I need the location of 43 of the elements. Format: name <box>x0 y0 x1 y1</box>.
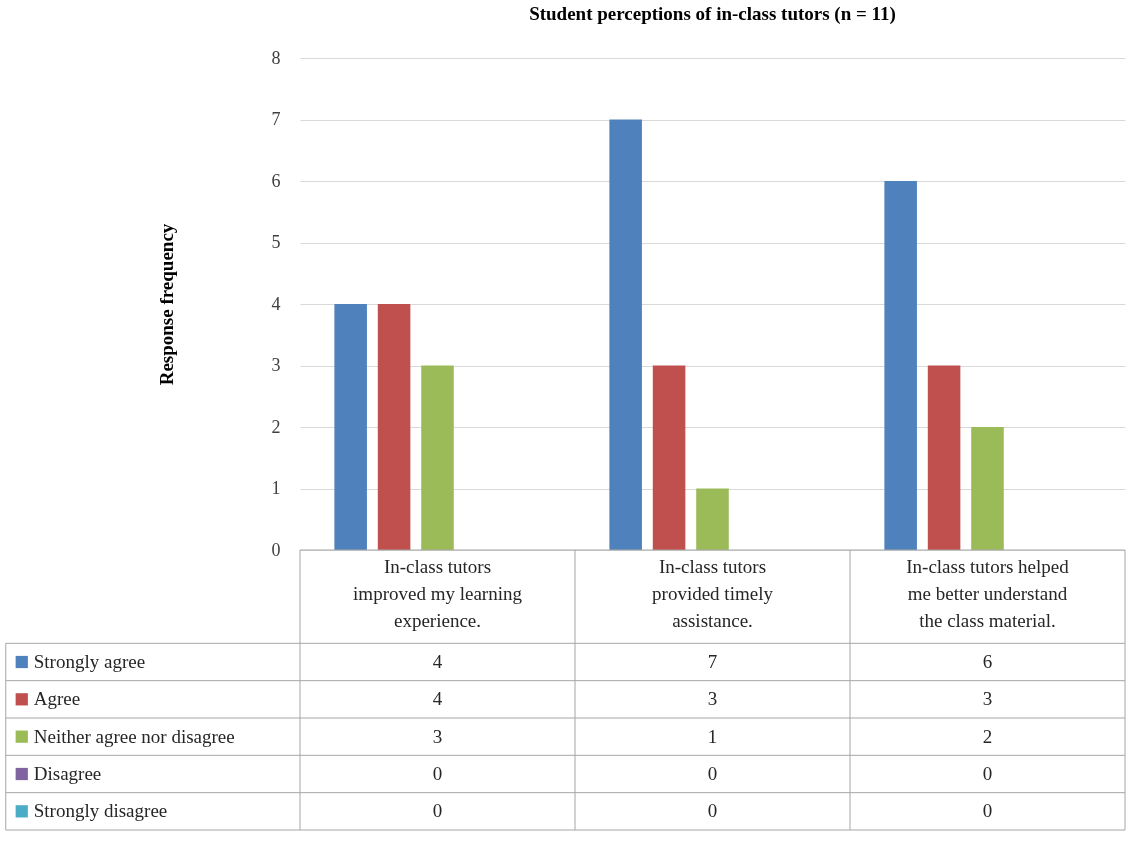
x-tick-label: In-class tutors helped me better understand the class material. <box>906 556 1070 631</box>
data-label: 0 <box>982 763 993 784</box>
bar <box>421 365 454 550</box>
y-tick-label: 7 <box>271 109 281 129</box>
y-tick-label: 6 <box>271 170 281 191</box>
data-label: 0 <box>432 763 443 784</box>
legend-label: Neither agree nor disagree <box>33 725 235 747</box>
bar <box>884 181 917 550</box>
y-tick-label: 0 <box>271 539 281 560</box>
bar <box>696 488 729 550</box>
x-tick-label: In-class tutors provided timely assistance. <box>652 556 774 631</box>
y-tick-label: 5 <box>271 232 281 252</box>
y-tick-label: 3 <box>271 355 281 375</box>
data-label: 3 <box>432 725 443 747</box>
x-tick-label: In-class tutors improved my learning experience. <box>353 556 523 631</box>
y-axis-title: Response frequency <box>155 223 177 386</box>
data-label: 0 <box>707 763 718 784</box>
legend-label: Strongly agree <box>33 651 146 672</box>
y-tick-label: 4 <box>271 293 281 314</box>
legend-label: Agree <box>33 688 81 710</box>
chart-title: Student perceptions of in-class tutors (n = 11) <box>529 3 896 25</box>
data-label: 1 <box>707 725 718 747</box>
data-label: 4 <box>432 688 443 710</box>
y-tick-label: 2 <box>271 416 281 437</box>
data-label: 6 <box>982 651 993 672</box>
legend-label: Disagree <box>33 763 102 784</box>
data-label: 0 <box>707 800 718 822</box>
bar <box>927 365 961 550</box>
data-label: 2 <box>982 725 993 747</box>
legend-label: Strongly disagree <box>33 800 168 822</box>
bar <box>377 304 411 550</box>
bar <box>334 304 367 550</box>
bar <box>971 427 1004 550</box>
bar <box>609 119 642 550</box>
data-label: 0 <box>432 800 443 822</box>
bar <box>652 365 686 550</box>
data-label: 4 <box>432 651 443 672</box>
y-tick-label: 1 <box>271 478 281 498</box>
data-label: 3 <box>982 688 993 710</box>
y-tick-label: 8 <box>271 47 281 68</box>
data-label: 3 <box>707 688 718 710</box>
data-label: 0 <box>982 800 993 822</box>
data-label: 7 <box>707 651 718 672</box>
